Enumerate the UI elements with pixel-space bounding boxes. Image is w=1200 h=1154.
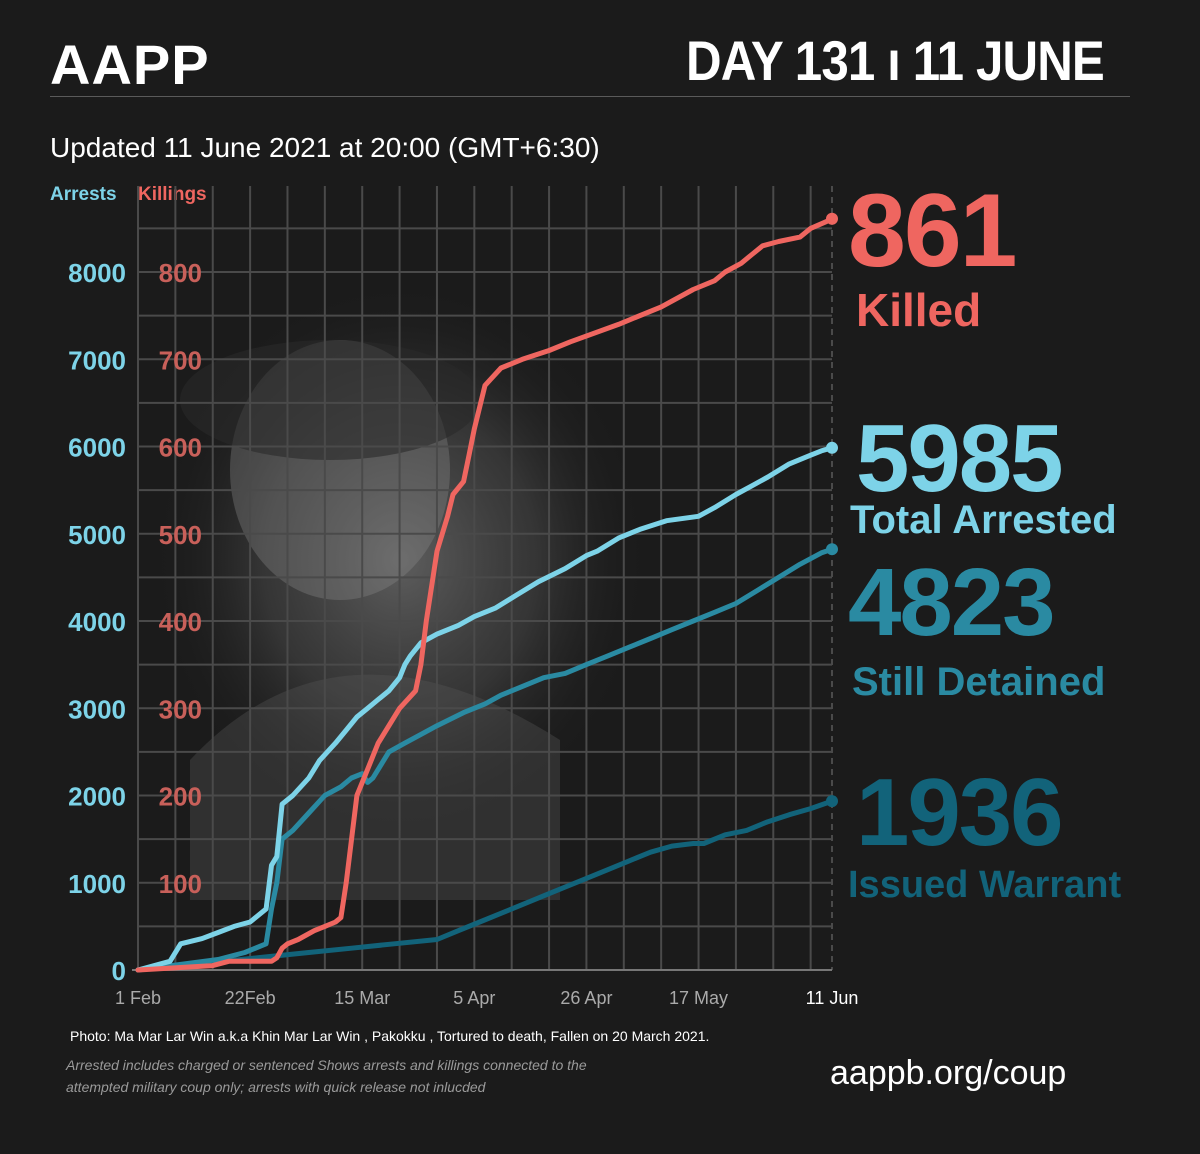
x-tick-label: 5 Apr (453, 988, 495, 1008)
y-tick-label-arrests: 0 (112, 956, 126, 986)
y-tick-label-killings: 500 (159, 520, 202, 550)
series-line-total-arrested (135, 445, 835, 973)
series-endpoint-total-arrested (826, 441, 838, 454)
y-tick-label-arrests: 2000 (68, 782, 126, 812)
y-tick-label-killings: 400 (159, 607, 202, 637)
warrant-count: 1936 (856, 759, 1064, 866)
legend-arrests: Arrests (50, 184, 117, 205)
x-tick-label: 17 May (669, 988, 728, 1008)
x-tick-label: 1 Feb (115, 988, 161, 1008)
day-title: DAY 131 ı 11 JUNE (686, 29, 1105, 92)
killed-count: 861 (848, 173, 1018, 289)
x-tick-label: 11 Jun (806, 988, 859, 1008)
detained-count: 4823 (848, 549, 1056, 656)
y-tick-label-killings: 100 (159, 869, 202, 899)
updated-timestamp: Updated 11 June 2021 at 20:00 (GMT+6:30) (50, 132, 600, 163)
methodology-note: Arrested includes charged or sentenced S… (66, 1057, 587, 1095)
y-tick-label-arrests: 8000 (68, 258, 126, 288)
y-tick-label-killings: 200 (159, 782, 202, 812)
series-line-killings (135, 216, 835, 973)
y-tick-label-arrests: 1000 (68, 869, 126, 899)
legend-killings: Killings (138, 184, 207, 205)
y-tick-label-killings: 300 (159, 694, 202, 724)
x-tick-label: 22Feb (225, 988, 276, 1008)
y-tick-label-killings: 700 (159, 345, 202, 375)
series-endpoint-still-detained (826, 543, 838, 556)
arrested-count: 5985 (856, 405, 1064, 512)
arrested-label: Total Arrested (850, 498, 1117, 542)
y-axis-labels: 0 1000 2000 3000 4000 5000 6000 7000 8000 100 200 3… (68, 258, 202, 986)
header-divider (50, 96, 1130, 97)
detained-label: Still Detained (852, 660, 1106, 704)
x-tick-label: 26 Apr (560, 988, 612, 1008)
y-tick-label-arrests: 6000 (68, 433, 126, 463)
y-tick-label-killings: 800 (159, 258, 202, 288)
x-axis-labels: 1 Feb 22Feb 15 Mar 5 Apr 26 Apr 17 May 11 Jun (115, 988, 858, 1008)
y-tick-label-arrests: 5000 (68, 520, 126, 550)
y-tick-label-killings: 600 (159, 433, 202, 463)
x-tick-label: 15 Mar (334, 988, 390, 1008)
y-tick-label-arrests: 3000 (68, 694, 126, 724)
series-lines (135, 212, 838, 973)
source-url[interactable]: aappb.org/coup (830, 1054, 1067, 1092)
photo-caption: Photo: Ma Mar Lar Win a.k.a Khin Mar Lar… (70, 1028, 710, 1044)
series-endpoint-issued-warrant (826, 795, 838, 808)
brand-logo: AAPP (50, 33, 210, 96)
y-tick-label-arrests: 4000 (68, 607, 126, 637)
series-endpoint-killings (826, 212, 838, 225)
warrant-label: Issued Warrant (848, 864, 1122, 906)
y-tick-label-arrests: 7000 (68, 345, 126, 375)
chart-grid (132, 186, 833, 971)
series-line-still-detained (135, 546, 835, 973)
killed-label: Killed (856, 284, 982, 336)
series-line-issued-warrant (135, 798, 835, 973)
